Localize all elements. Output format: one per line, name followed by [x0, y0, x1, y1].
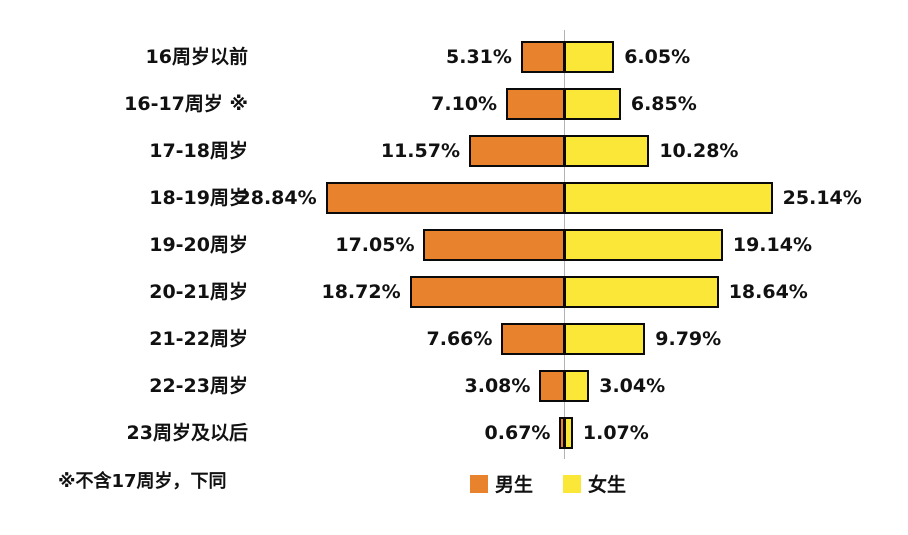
male-value-label: 3.08%: [464, 374, 531, 397]
female-bar: [564, 134, 650, 167]
male-value-label: 5.31%: [446, 45, 512, 68]
age-group-label: 17-18周岁: [149, 139, 248, 162]
male-value-label: 18.72%: [321, 280, 401, 303]
age-group-label: 23周岁及以后: [126, 421, 248, 444]
age-group-label: 16周岁以前: [145, 45, 248, 68]
legend-swatch-female: [563, 474, 582, 493]
male-value-label: 7.10%: [431, 92, 498, 115]
female-bar: [564, 322, 646, 355]
male-value-label: 0.67%: [484, 421, 551, 444]
female-bar: [564, 87, 621, 120]
male-bar: [325, 181, 565, 214]
male-value-label: 28.84%: [237, 186, 317, 209]
age-group-label: 18-19周岁: [149, 186, 248, 209]
female-value-label: 9.79%: [655, 327, 722, 350]
female-value-label: 3.04%: [599, 374, 666, 397]
male-bar: [539, 369, 565, 402]
male-bar: [501, 322, 565, 355]
legend-label-male: 男生: [495, 474, 534, 496]
age-group-label: 20-21周岁: [149, 280, 248, 303]
legend-item-female: 女生: [563, 470, 626, 497]
age-group-label: 19-20周岁: [149, 233, 248, 256]
male-bar: [468, 134, 565, 167]
male-bar: [520, 40, 565, 73]
chart-footnote: ※不含17周岁，下同: [58, 471, 227, 492]
male-bar: [423, 228, 565, 261]
female-value-label: 1.07%: [582, 421, 649, 444]
female-value-label: 18.64%: [728, 280, 808, 303]
female-value-label: 6.85%: [630, 92, 697, 115]
female-value-label: 10.28%: [659, 139, 739, 162]
female-bar: [564, 275, 719, 308]
female-bar: [564, 40, 615, 73]
age-group-label: 21-22周岁: [149, 327, 248, 350]
female-value-label: 25.14%: [782, 186, 862, 209]
age-group-label: 16-17周岁 ※: [124, 92, 248, 115]
male-bar: [506, 87, 565, 120]
female-bar: [564, 369, 590, 402]
male-bar: [409, 275, 565, 308]
chart-legend: 男生 女生: [470, 470, 656, 497]
age-group-label: 22-23周岁: [149, 374, 248, 397]
female-bar: [564, 228, 723, 261]
male-value-label: 7.66%: [426, 327, 493, 350]
legend-label-female: 女生: [588, 474, 627, 496]
male-value-label: 17.05%: [335, 233, 415, 256]
female-bar: [564, 181, 773, 214]
legend-item-male: 男生: [470, 470, 533, 497]
female-value-label: 19.14%: [732, 233, 812, 256]
male-value-label: 11.57%: [380, 139, 460, 162]
legend-swatch-male: [470, 474, 488, 493]
female-bar: [564, 416, 573, 449]
female-value-label: 6.05%: [624, 45, 691, 68]
